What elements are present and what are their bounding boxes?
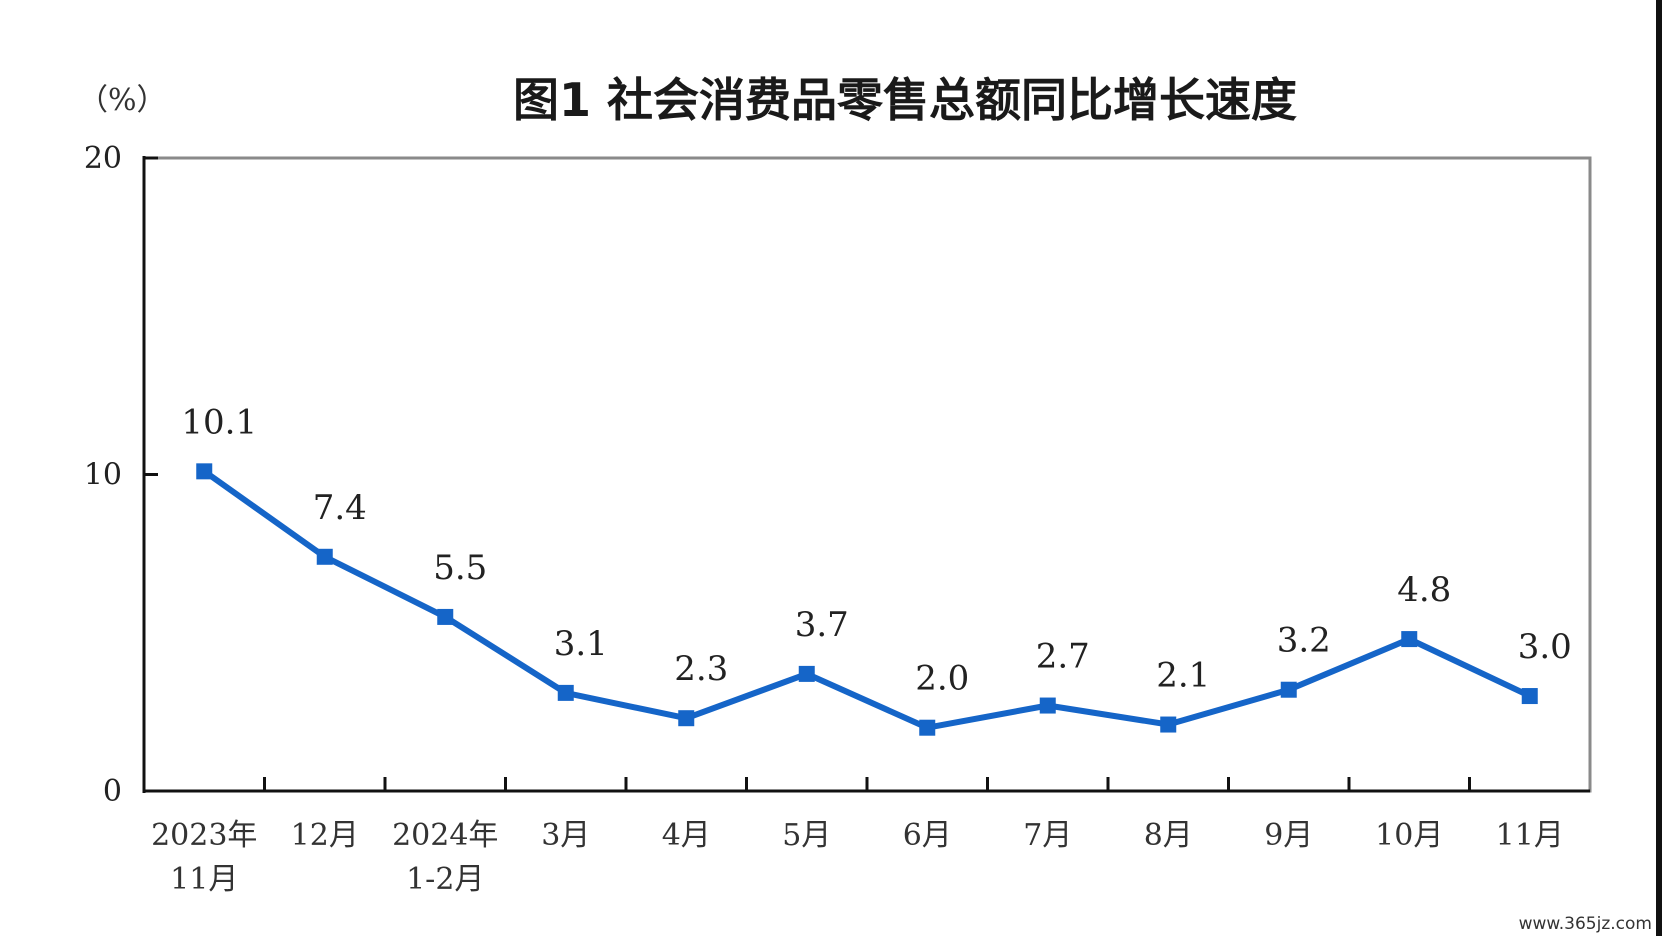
data-label-9: 3.2 xyxy=(1277,621,1331,661)
x-tick-label-11-0: 11月 xyxy=(1496,818,1564,853)
data-point-7 xyxy=(1039,697,1056,714)
chart-title: 图1 社会消费品零售总额同比增长速度 xyxy=(513,73,1297,127)
y-tick-label-2: 20 xyxy=(84,141,122,176)
data-label-6: 2.0 xyxy=(915,659,969,699)
data-label-7: 2.7 xyxy=(1036,637,1090,677)
x-tick-label-3-0: 3月 xyxy=(541,818,590,853)
x-tick-label-0-1: 11月 xyxy=(170,862,238,897)
data-label-5: 3.7 xyxy=(795,605,849,645)
data-labels: 10.1 7.4 5.5 3.1 2.3 3.7 2.0 2.7 2.1 3.2 4.8 3.0 xyxy=(181,402,1571,698)
x-tick-label-9-0: 9月 xyxy=(1264,818,1313,853)
x-tick-label-6-0: 6月 xyxy=(903,818,952,853)
data-point-6 xyxy=(919,719,936,736)
data-label-2: 5.5 xyxy=(433,548,487,588)
watermark-text: www.365jz.com xyxy=(1519,914,1652,934)
data-label-8: 2.1 xyxy=(1156,656,1210,696)
data-point-3 xyxy=(557,684,574,701)
x-tick-label-2-1: 1-2月 xyxy=(406,862,484,897)
data-point-2 xyxy=(437,608,454,625)
data-point-0 xyxy=(196,463,213,480)
y-ticks: 0 10 20 xyxy=(84,141,158,809)
unit-label: （%） xyxy=(78,83,167,118)
x-tick-label-4-0: 4月 xyxy=(662,818,711,853)
x-tick-label-7-0: 7月 xyxy=(1023,818,1072,853)
data-label-4: 2.3 xyxy=(674,649,728,689)
right-edge-bar xyxy=(1656,0,1662,936)
data-point-5 xyxy=(798,665,815,682)
data-point-11 xyxy=(1521,688,1538,705)
x-tick-label-10-0: 10月 xyxy=(1375,818,1443,853)
x-ticks: 2023年 11月 12月 2024年 1-2月 3月 4月 5月 6月 7月 8月 9月 10月 11月 xyxy=(151,777,1564,897)
data-point-10 xyxy=(1401,631,1418,648)
x-tick-label-0-0: 2023年 xyxy=(151,818,257,853)
data-label-11: 3.0 xyxy=(1518,627,1572,667)
data-point-9 xyxy=(1280,681,1297,698)
plot-frame xyxy=(142,156,1592,793)
data-label-3: 3.1 xyxy=(554,624,608,664)
series-line xyxy=(201,468,1533,731)
data-point-4 xyxy=(678,710,695,727)
data-label-0: 10.1 xyxy=(181,402,257,442)
data-label-1: 7.4 xyxy=(313,488,367,528)
data-label-10: 4.8 xyxy=(1397,570,1451,610)
y-tick-label-0: 0 xyxy=(103,774,122,809)
data-point-1 xyxy=(316,548,333,565)
x-tick-label-8-0: 8月 xyxy=(1144,818,1193,853)
data-point-8 xyxy=(1160,716,1177,733)
x-tick-label-1-0: 12月 xyxy=(291,818,359,853)
x-tick-label-2-0: 2024年 xyxy=(392,818,498,853)
series-markers xyxy=(196,463,1538,736)
y-tick-label-1: 10 xyxy=(84,458,122,493)
x-tick-label-5-0: 5月 xyxy=(782,818,831,853)
